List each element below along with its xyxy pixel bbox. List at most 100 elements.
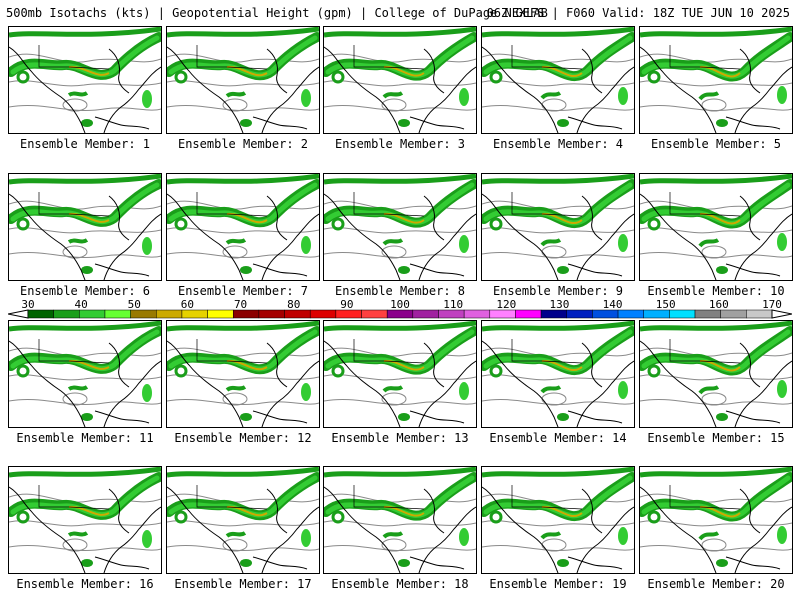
coastline [567,263,623,277]
ensemble-map [639,320,793,428]
isotach-blob [398,413,410,421]
isotach-blob [142,90,152,108]
height-contour [482,347,634,357]
ensemble-panel: Ensemble Member: 6 [8,173,162,298]
ensemble-member-label: Ensemble Member: 6 [19,284,151,298]
colorbar-swatch [669,309,696,319]
isotach-blob [618,234,628,252]
coastline [640,46,717,133]
height-contour [324,80,476,87]
isotach-blob [174,510,188,524]
ensemble-map [639,26,793,134]
ensemble-member-label: Ensemble Member: 11 [16,431,154,445]
jet-stream-band [382,238,404,246]
ensemble-map [166,466,320,574]
jet-stream-band [225,238,247,245]
jet-stream-band [698,238,720,248]
colorbar-tick-label: 90 [340,298,353,311]
ensemble-member-label: Ensemble Member: 12 [174,431,312,445]
coastline [423,488,445,534]
ensemble-member-label: Ensemble Member: 8 [334,284,466,298]
isotach-blob [459,235,469,253]
map-svg [9,174,161,280]
coastline [324,193,401,280]
height-contour [222,245,248,259]
country-border [38,45,110,70]
height-contour [640,347,792,357]
country-border [669,45,741,70]
country-border [38,192,110,217]
coastline [725,556,781,570]
height-contour [640,398,792,406]
height-contour [381,392,407,406]
map-svg [640,467,792,573]
coastline [266,488,288,534]
height-contour [167,104,319,112]
country-border [669,192,741,217]
jet-stream-band [698,91,720,101]
coastline [418,213,476,280]
isotach-blob [16,217,30,231]
coastline [324,46,401,133]
ensemble-panel: Ensemble Member: 1 [8,26,162,151]
jet-stream-band [167,321,319,332]
ensemble-panel: Ensemble Member: 15 [639,320,793,445]
coastline [423,48,445,94]
coastline [9,486,86,573]
jet-stream-band [225,91,247,98]
ensemble-member-label: Ensemble Member: 15 [647,431,785,445]
jet-stream-band [67,91,89,97]
coastline [252,556,308,570]
coastline [423,342,445,388]
height-contour [167,520,319,527]
ensemble-panel: Ensemble Member: 5 [639,26,793,151]
coastline [734,66,792,133]
isotach-blob [331,217,345,231]
height-contour [167,251,319,259]
map-svg [482,174,634,280]
isotach-blob [16,70,30,84]
height-contour [167,227,319,234]
isotach-blob [489,510,503,524]
jet-stream-band [540,385,562,394]
colorbar-swatch [181,309,208,319]
isotach-blob [459,382,469,400]
ensemble-map [481,26,635,134]
coastline [418,506,476,573]
colorbar-swatch [566,309,593,319]
ensemble-map [323,173,477,281]
isotach-blob [301,89,311,107]
ensemble-map [323,320,477,428]
ensemble-panel: Ensemble Member: 18 [323,466,477,591]
colorbar-tick-label: 100 [390,298,410,311]
height-contour [9,251,161,259]
isotach-blob [557,119,569,127]
map-svg [167,321,319,427]
colorbar-swatch [386,309,414,319]
colorbar-swatch [438,309,465,319]
coastline [576,506,634,573]
coastline [739,195,761,241]
map-svg [167,27,319,133]
ensemble-panel: Ensemble Member: 3 [323,26,477,151]
colorbar-swatch [232,309,260,319]
colorbar-tick-label: 120 [496,298,516,311]
height-contour [640,53,792,63]
jet-stream-band [540,531,562,540]
isotach-blob [81,413,93,421]
country-border [511,45,583,70]
isotach-blob [557,266,569,274]
isotach-blob [459,88,469,106]
ensemble-map [8,26,162,134]
colorbar-swatch [207,309,234,319]
ensemble-panel: Ensemble Member: 8 [323,173,477,298]
colorbar-swatch [335,309,362,319]
coastline [576,213,634,280]
height-contour [701,392,727,406]
map-svg [167,467,319,573]
coastline [739,342,761,388]
colorbar-tick-label: 170 [762,298,782,311]
ensemble-panel: Ensemble Member: 20 [639,466,793,591]
coastline [567,556,623,570]
colorbar-swatch [746,309,773,319]
